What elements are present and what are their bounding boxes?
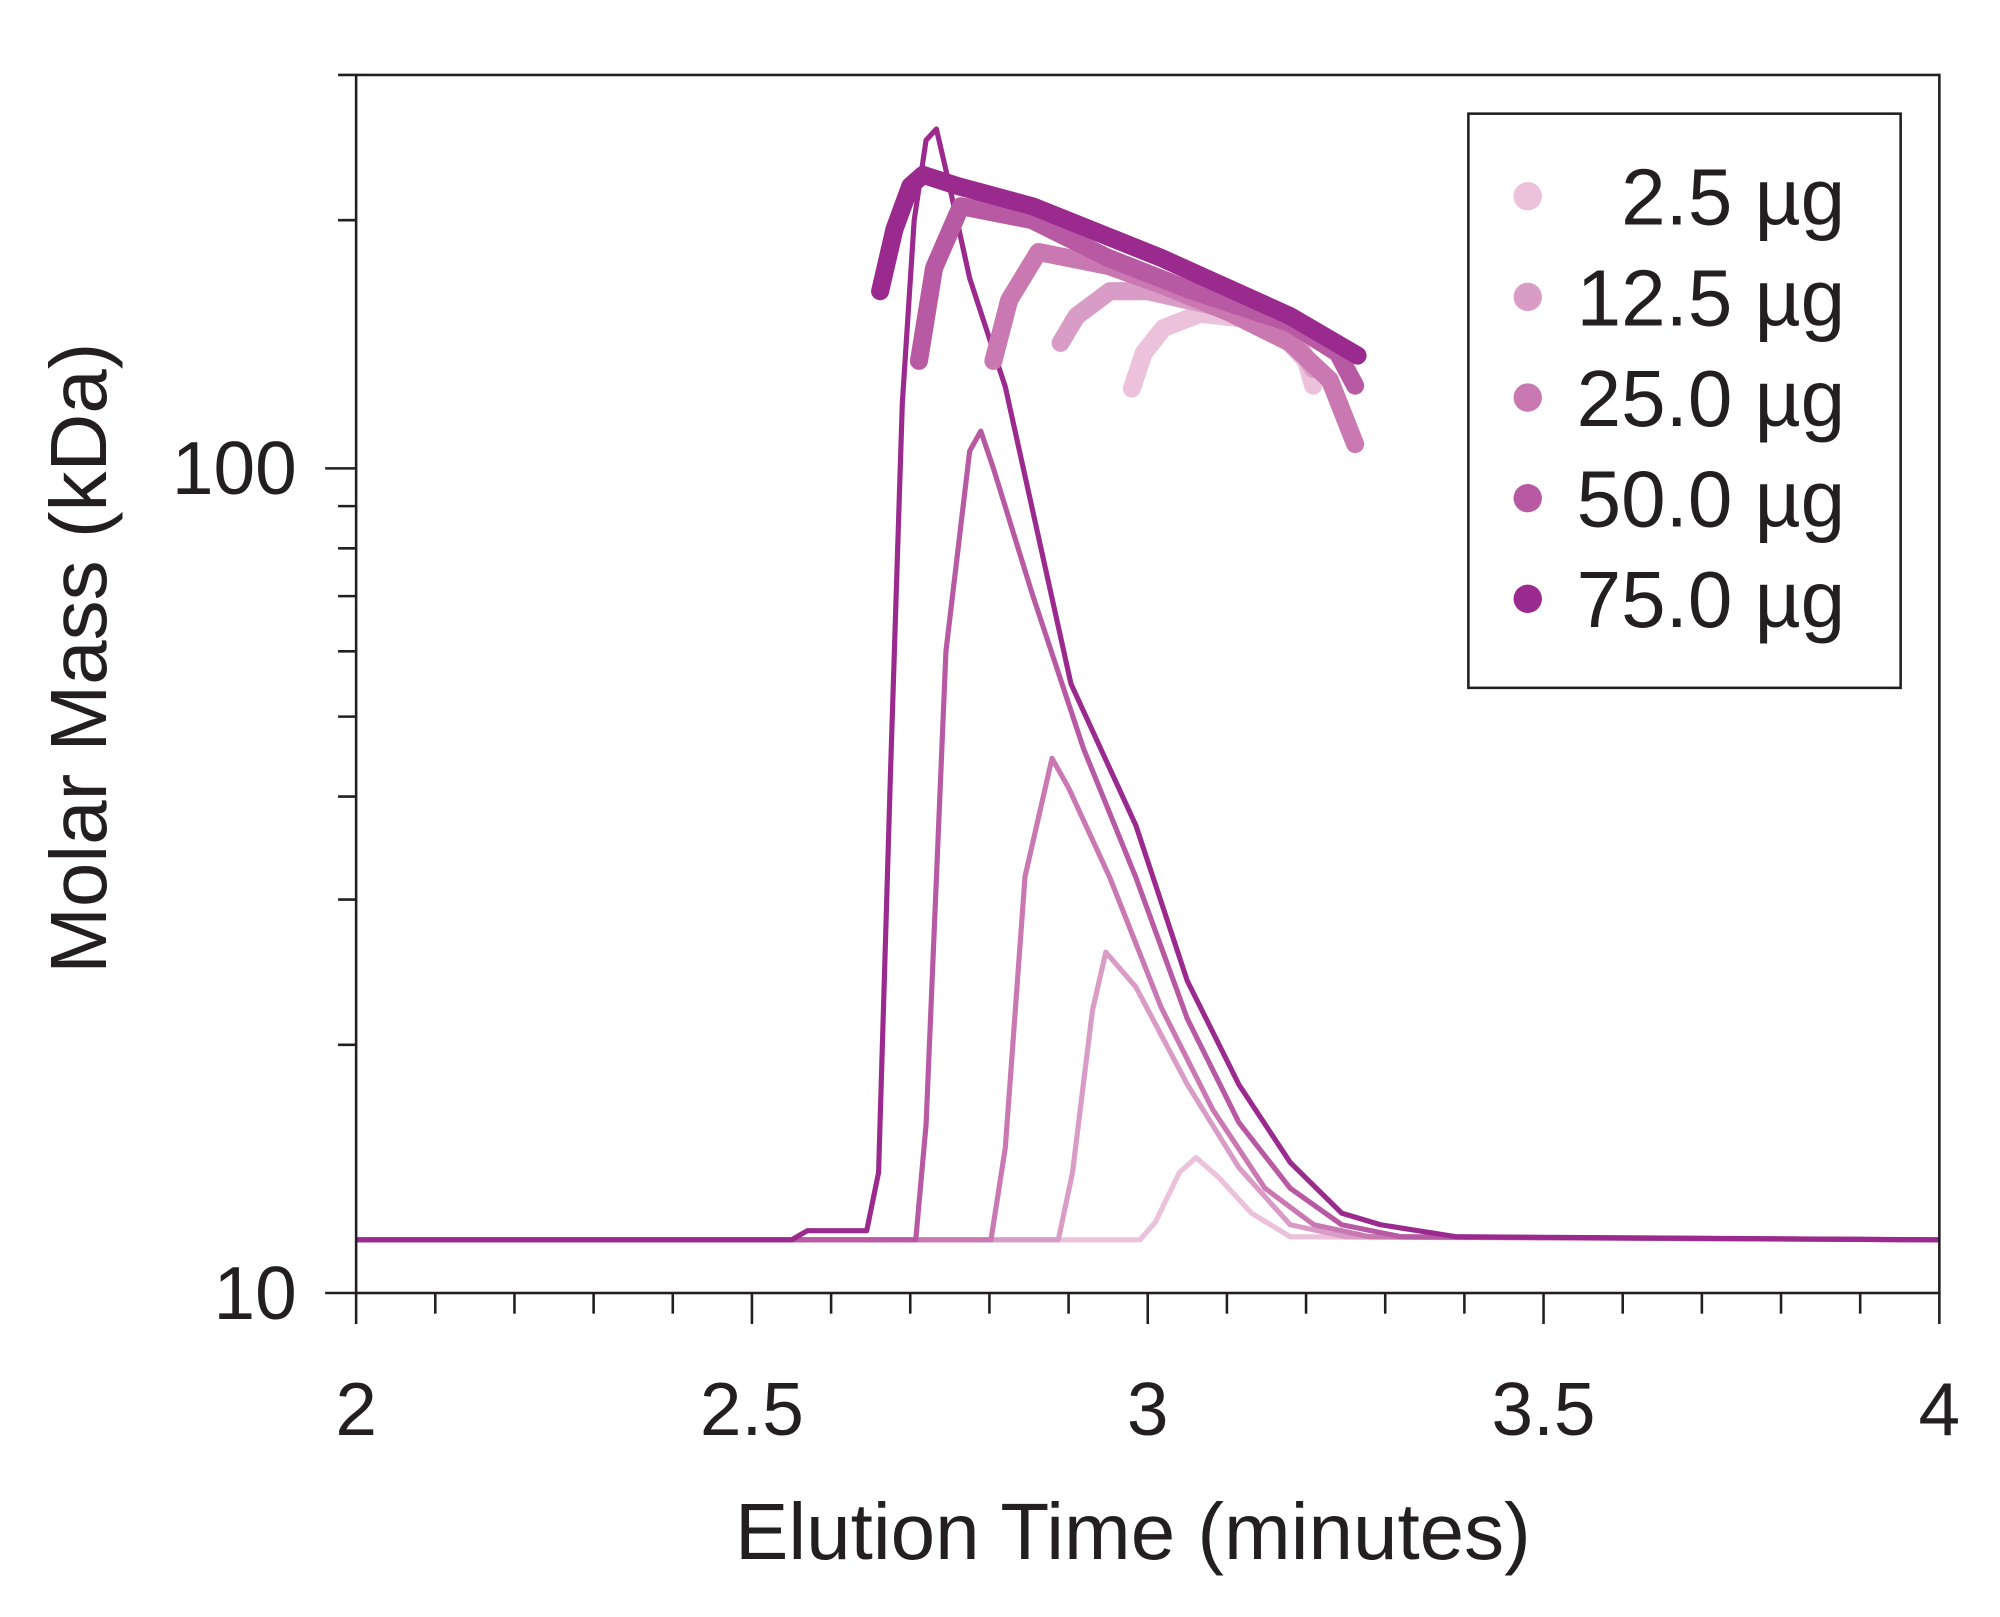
legend-item: 25.0 µg bbox=[1513, 354, 1846, 443]
y-tick-label: 10 bbox=[214, 1251, 297, 1335]
legend-marker bbox=[1513, 584, 1542, 614]
x-tick-label: 2.5 bbox=[700, 1367, 804, 1451]
y-tick-labels: 10 100 bbox=[172, 426, 297, 1335]
molar-mass-line-4 bbox=[871, 165, 1367, 365]
legend-label: 12.5 µg bbox=[1577, 253, 1846, 342]
legend-item: 2.5 µg bbox=[1513, 153, 1845, 242]
y-axis-title: Molar Mass (kDa) bbox=[34, 343, 123, 974]
x-tick-label: 3 bbox=[1127, 1367, 1169, 1451]
y-tick-label: 100 bbox=[172, 426, 297, 510]
trace-line-0 bbox=[356, 1154, 1940, 1243]
legend-item: 75.0 µg bbox=[1513, 555, 1846, 644]
legend-item: 12.5 µg bbox=[1513, 253, 1846, 342]
legend-marker bbox=[1513, 182, 1542, 211]
x-tick-label: 4 bbox=[1919, 1367, 1961, 1451]
legend: 2.5 µg 12.5 µg 25.0 µg 50.0 µg 75.0 µg bbox=[1467, 112, 1902, 690]
trace-line-1 bbox=[356, 949, 1940, 1243]
legend-label: 2.5 µg bbox=[1621, 153, 1845, 242]
legend-label: 50.0 µg bbox=[1577, 455, 1846, 544]
x-axis-title: Elution Time (minutes) bbox=[735, 1487, 1531, 1576]
x-tick-label: 3.5 bbox=[1492, 1367, 1596, 1451]
x-tick-labels: 2 2.5 3 3.5 4 bbox=[335, 1367, 1960, 1451]
legend-label: 25.0 µg bbox=[1577, 354, 1846, 443]
legend-marker bbox=[1513, 282, 1542, 312]
legend-item: 50.0 µg bbox=[1513, 455, 1846, 544]
legend-marker bbox=[1513, 483, 1542, 513]
legend-label: 75.0 µg bbox=[1577, 555, 1846, 644]
trace-line-3 bbox=[356, 428, 1940, 1243]
trace-line-2 bbox=[356, 755, 1940, 1243]
molar-mass-series bbox=[871, 165, 1367, 454]
x-tick-label: 2 bbox=[335, 1367, 377, 1451]
axis-ticks bbox=[325, 73, 1941, 1324]
legend-marker bbox=[1513, 383, 1542, 412]
